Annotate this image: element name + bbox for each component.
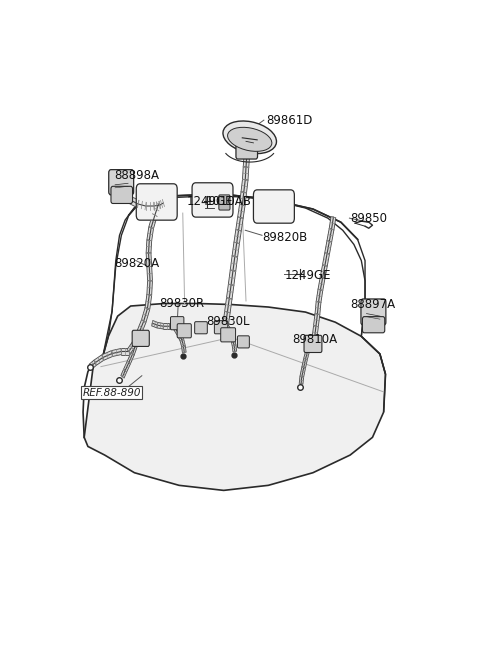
Polygon shape — [147, 281, 153, 295]
FancyBboxPatch shape — [111, 186, 132, 203]
FancyBboxPatch shape — [238, 336, 249, 348]
Polygon shape — [232, 242, 240, 257]
Polygon shape — [174, 327, 180, 336]
Text: 89820B: 89820B — [263, 231, 308, 244]
FancyBboxPatch shape — [221, 328, 236, 342]
Text: 1010AB: 1010AB — [206, 195, 252, 208]
Polygon shape — [325, 241, 332, 255]
Polygon shape — [228, 270, 236, 285]
Polygon shape — [315, 302, 321, 314]
Text: 89850: 89850 — [350, 212, 387, 224]
Polygon shape — [329, 216, 336, 230]
Polygon shape — [169, 323, 176, 329]
Polygon shape — [131, 343, 138, 355]
Text: 1249GE: 1249GE — [285, 269, 332, 282]
FancyBboxPatch shape — [361, 299, 386, 325]
Polygon shape — [127, 341, 136, 354]
Text: 88897A: 88897A — [350, 298, 396, 311]
Polygon shape — [320, 265, 327, 279]
Polygon shape — [327, 228, 334, 242]
Polygon shape — [299, 377, 304, 384]
Polygon shape — [300, 367, 305, 377]
Polygon shape — [146, 253, 152, 267]
Text: 89830L: 89830L — [206, 315, 249, 328]
Polygon shape — [230, 256, 238, 272]
Polygon shape — [89, 360, 96, 369]
Polygon shape — [147, 266, 153, 281]
Polygon shape — [225, 298, 232, 313]
FancyBboxPatch shape — [132, 330, 149, 346]
Ellipse shape — [223, 121, 276, 154]
Polygon shape — [127, 353, 134, 364]
Text: 1249GE: 1249GE — [186, 195, 233, 208]
Polygon shape — [123, 361, 131, 372]
FancyBboxPatch shape — [304, 335, 322, 352]
Polygon shape — [236, 217, 243, 231]
Polygon shape — [157, 323, 164, 329]
Polygon shape — [223, 312, 230, 326]
Polygon shape — [152, 321, 158, 328]
Polygon shape — [231, 338, 236, 346]
Polygon shape — [304, 350, 310, 360]
Polygon shape — [228, 331, 234, 340]
Polygon shape — [238, 204, 245, 218]
Polygon shape — [312, 326, 318, 339]
Polygon shape — [138, 200, 146, 210]
Polygon shape — [137, 319, 146, 335]
Polygon shape — [225, 325, 232, 334]
Text: 88898A: 88898A — [114, 169, 159, 182]
FancyBboxPatch shape — [195, 321, 207, 334]
Polygon shape — [121, 348, 129, 354]
Polygon shape — [323, 253, 329, 266]
Polygon shape — [181, 346, 186, 353]
Text: REF.88-890: REF.88-890 — [83, 388, 141, 398]
FancyBboxPatch shape — [219, 195, 230, 210]
FancyBboxPatch shape — [136, 184, 177, 220]
Polygon shape — [145, 202, 154, 210]
FancyBboxPatch shape — [236, 139, 258, 159]
Polygon shape — [147, 227, 154, 241]
Polygon shape — [146, 240, 152, 253]
Polygon shape — [180, 340, 185, 347]
Polygon shape — [153, 203, 161, 216]
Polygon shape — [112, 348, 122, 356]
Polygon shape — [159, 199, 165, 209]
Polygon shape — [241, 179, 248, 193]
Text: 89861D: 89861D — [266, 113, 313, 127]
FancyBboxPatch shape — [109, 170, 133, 195]
Polygon shape — [302, 358, 307, 369]
Ellipse shape — [228, 127, 272, 152]
Polygon shape — [178, 333, 183, 342]
Polygon shape — [316, 289, 323, 302]
Polygon shape — [142, 307, 150, 322]
Polygon shape — [149, 214, 157, 229]
Polygon shape — [154, 201, 160, 210]
Text: 89810A: 89810A — [292, 333, 337, 346]
FancyBboxPatch shape — [253, 190, 294, 223]
Polygon shape — [234, 230, 241, 243]
Polygon shape — [242, 167, 249, 180]
Polygon shape — [84, 304, 385, 491]
Polygon shape — [240, 192, 247, 205]
Polygon shape — [318, 277, 325, 291]
Polygon shape — [243, 156, 250, 167]
Polygon shape — [313, 314, 320, 327]
FancyBboxPatch shape — [362, 317, 385, 333]
Polygon shape — [232, 345, 237, 352]
FancyBboxPatch shape — [170, 317, 184, 330]
Polygon shape — [95, 355, 104, 365]
Text: 89820A: 89820A — [114, 256, 159, 270]
FancyBboxPatch shape — [177, 323, 192, 338]
Text: 89830R: 89830R — [160, 297, 205, 310]
Polygon shape — [227, 284, 234, 299]
Polygon shape — [163, 323, 170, 329]
FancyBboxPatch shape — [215, 321, 228, 334]
Polygon shape — [102, 350, 113, 360]
Polygon shape — [125, 194, 139, 207]
FancyBboxPatch shape — [192, 183, 233, 217]
Polygon shape — [145, 295, 152, 309]
Polygon shape — [121, 369, 127, 378]
